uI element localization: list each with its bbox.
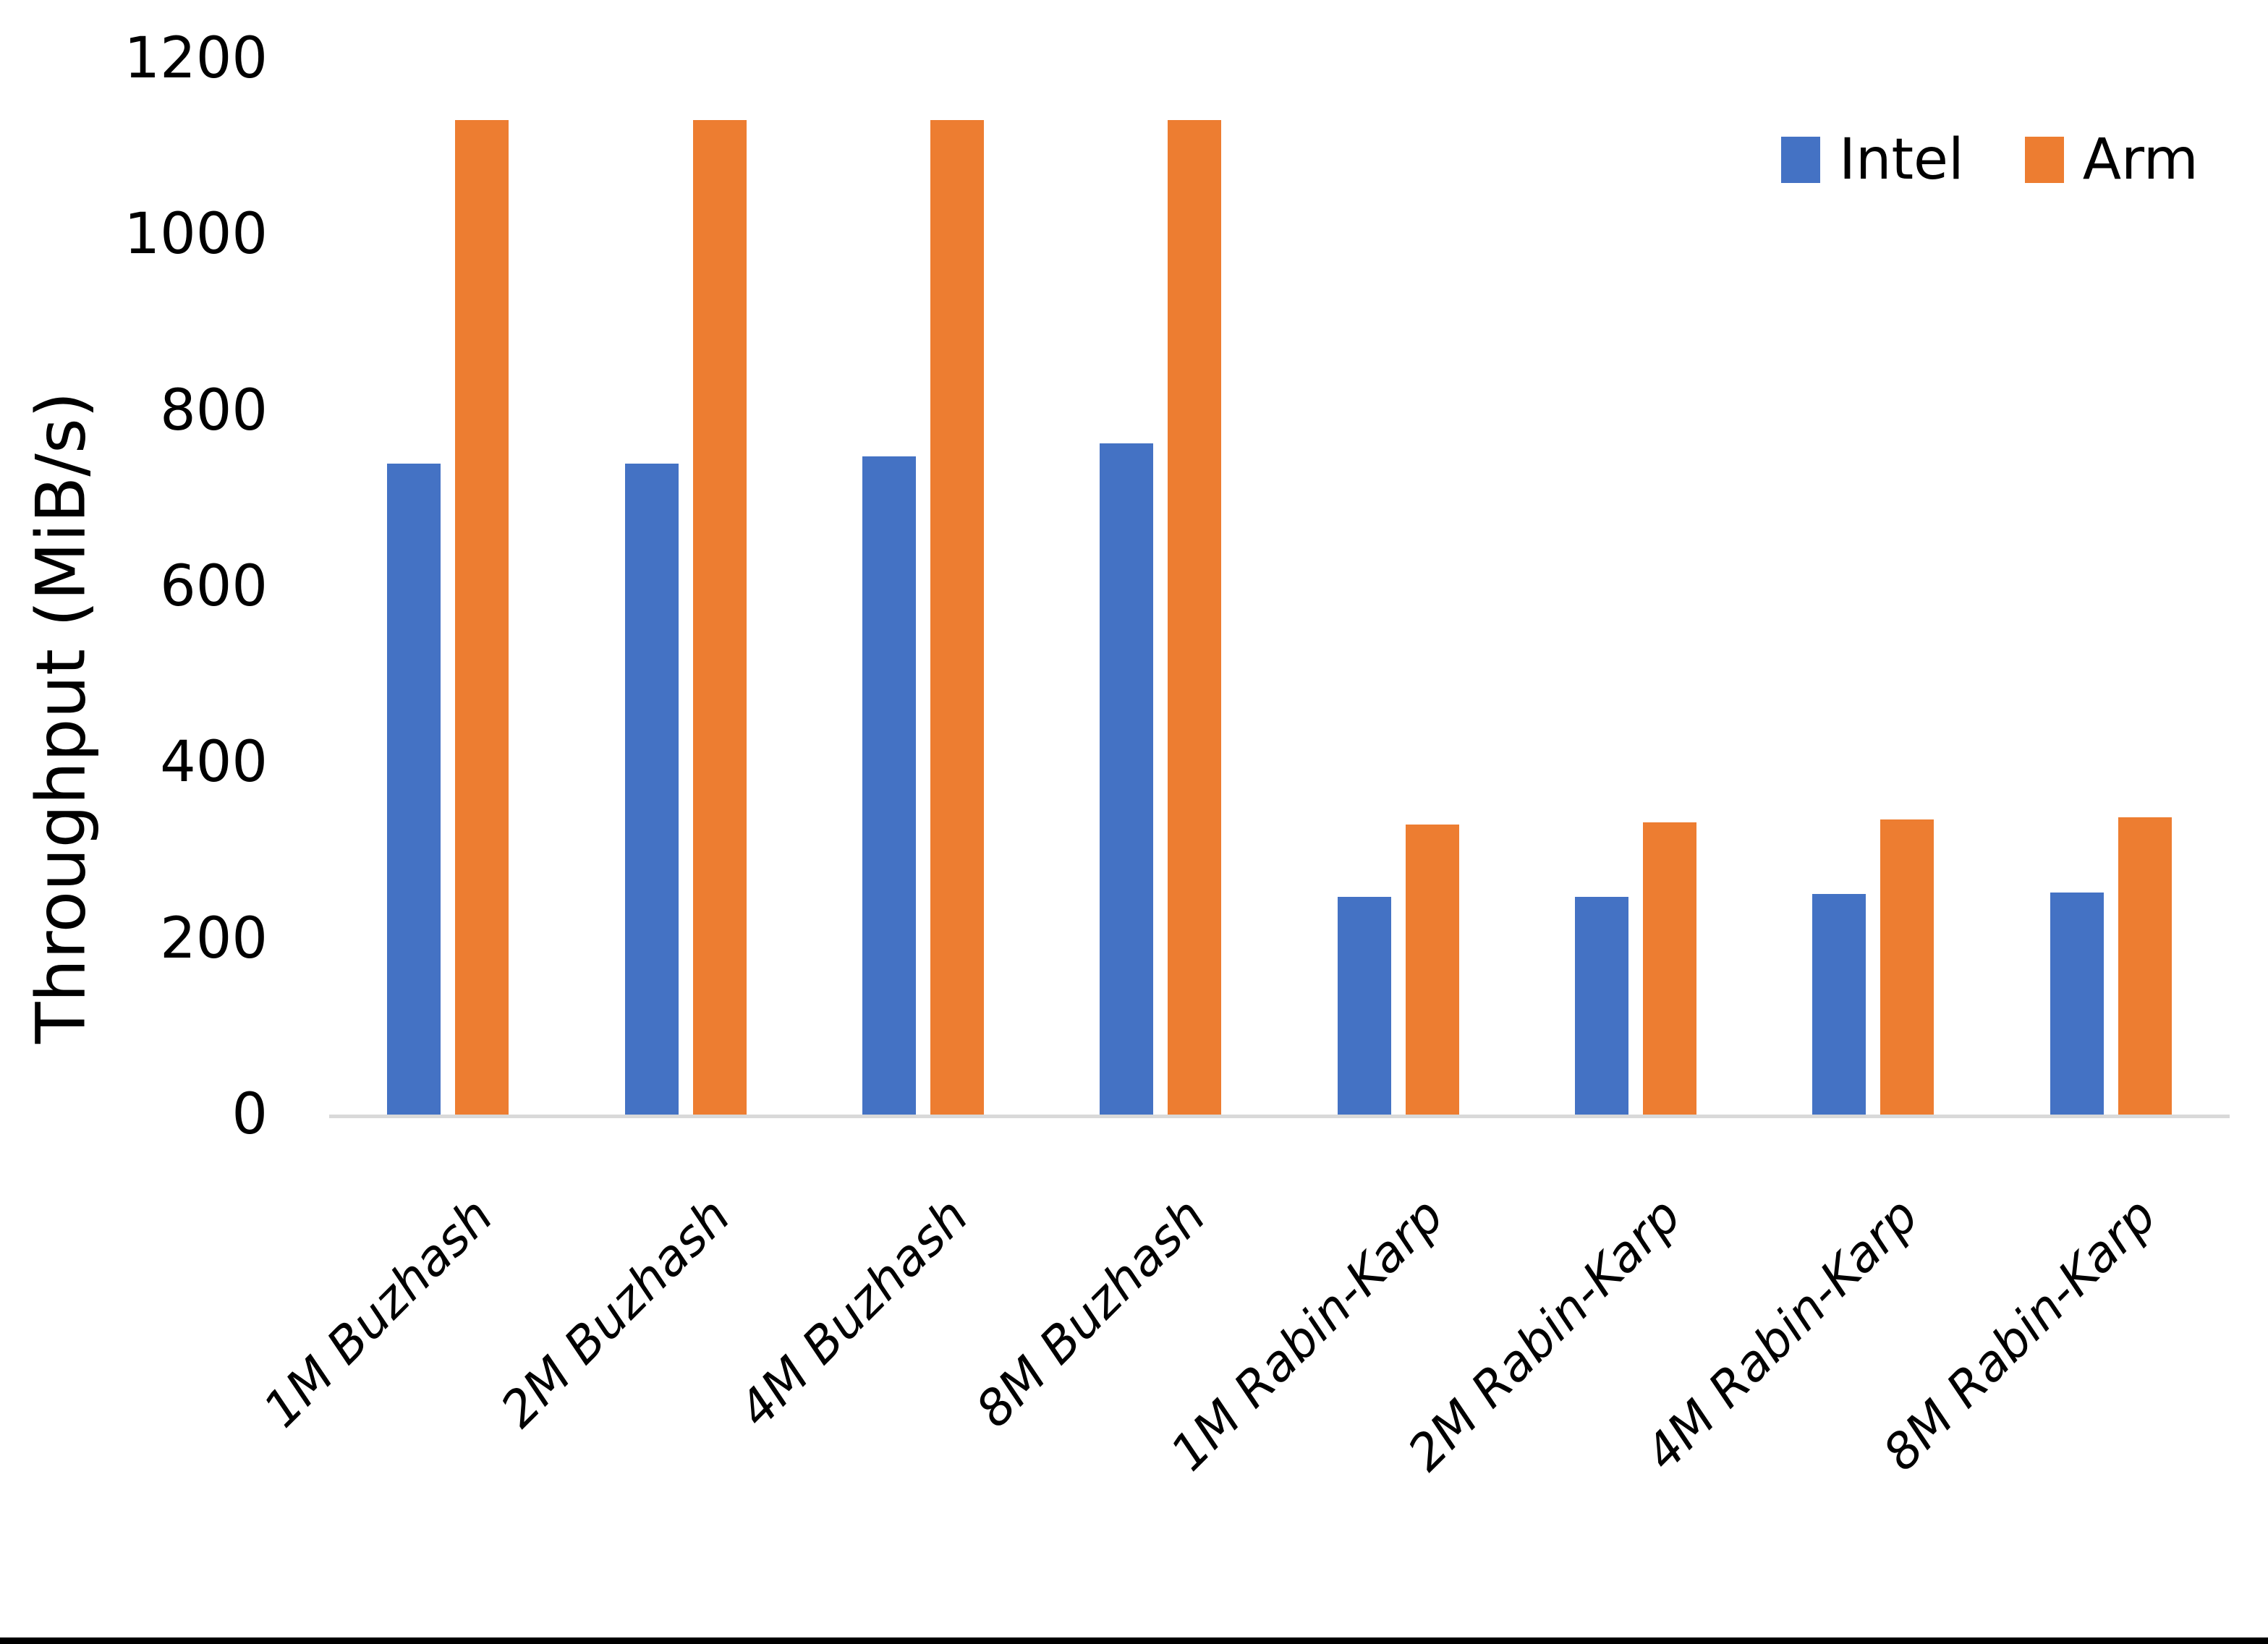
bar-arm-8m-buzhash (1168, 120, 1222, 1115)
bar-arm-1m-rabin-karp (1405, 825, 1459, 1115)
bar-arm-4m-buzhash (930, 120, 984, 1115)
bar-intel-8m-rabin-karp (2050, 893, 2104, 1115)
bar-intel-4m-buzhash (862, 456, 916, 1115)
bar-arm-4m-rabin-karp (1880, 819, 1934, 1115)
bar-intel-2m-buzhash (624, 464, 679, 1115)
bar-intel-1m-buzhash (387, 464, 441, 1115)
bar-intel-4m-rabin-karp (1812, 894, 1866, 1115)
category-label-1m-buzhash: 1M Buzhash (252, 1187, 504, 1439)
bar-intel-2m-rabin-karp (1575, 897, 1629, 1115)
y-tick-label-400: 400 (160, 730, 268, 795)
bar-intel-1m-rabin-karp (1337, 897, 1391, 1115)
bar-arm-1m-buzhash (455, 120, 509, 1115)
legend-swatch-intel-icon (1781, 137, 1820, 183)
category-label-4m-buzhash: 4M Buzhash (728, 1187, 980, 1439)
legend-label-arm: Arm (2082, 127, 2199, 192)
bar-arm-2m-rabin-karp (1643, 822, 1697, 1115)
bar-arm-8m-rabin-karp (2118, 817, 2172, 1115)
legend-label-intel: Intel (1839, 127, 1964, 192)
legend-item-intel: Intel (1781, 127, 1964, 192)
legend: Intel Arm (1781, 127, 2199, 192)
y-tick-label-1000: 1000 (124, 202, 268, 267)
legend-swatch-arm-icon (2024, 137, 2064, 183)
bar-intel-8m-buzhash (1100, 443, 1154, 1115)
y-tick-label-0: 0 (232, 1082, 268, 1147)
y-tick-label-200: 200 (160, 906, 268, 971)
y-tick-label-600: 600 (160, 554, 268, 619)
screenshot-bottom-edge (0, 1637, 2268, 1644)
bar-arm-2m-buzhash (692, 120, 747, 1115)
category-label-2m-buzhash: 2M Buzhash (490, 1187, 742, 1439)
legend-item-arm: Arm (2024, 127, 2199, 192)
plot-area (329, 59, 2230, 1118)
category-label-8m-buzhash: 8M Buzhash (965, 1187, 1217, 1439)
y-tick-label-1200: 1200 (124, 26, 268, 91)
y-tick-label-800: 800 (160, 378, 268, 443)
